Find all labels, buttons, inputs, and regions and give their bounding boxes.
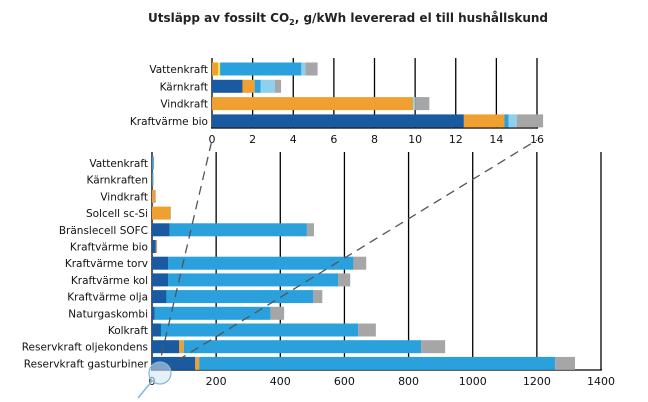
bar-segment-orange — [212, 62, 219, 76]
bar-segment-grid — [555, 356, 576, 370]
bar-segment-fuel-dark — [212, 114, 464, 128]
bar-segment-operation — [199, 356, 556, 370]
x-tick-label: 800 — [398, 375, 419, 388]
x-tick-label: 400 — [270, 375, 291, 388]
bar-segment-grid — [274, 79, 282, 93]
bar-segment-grid — [170, 206, 171, 220]
bar-segment-grid — [358, 323, 376, 337]
bar-segment-fuel-dark — [152, 273, 169, 287]
bar-segment-operation — [504, 114, 509, 128]
bar-segment-grid — [353, 256, 367, 270]
category-label: Kraftvärme bio — [130, 116, 208, 128]
top-zoom-panel: 0 2 4 6 8 10 12 14 16 Vattenkraft Kärnkraft Vindkra… — [130, 58, 544, 146]
bottom-main-panel: 0200400600800100012001400VattenkraftKärn… — [22, 152, 615, 388]
x-tick-label: 1400 — [587, 375, 615, 388]
bar-segment-orange — [195, 356, 200, 370]
bar-segment-operation — [168, 256, 354, 270]
zoom-magnifier-circle — [148, 361, 172, 385]
bar-segment-orange — [152, 206, 171, 220]
zoom-connector-line — [164, 139, 538, 369]
x-tick-label: 1000 — [459, 375, 487, 388]
bar-segment-light-blue — [508, 114, 517, 128]
bar-segment-grid — [155, 189, 156, 203]
bar-segment-fuel-dark — [152, 306, 155, 320]
bar-segment-operation — [183, 340, 422, 354]
bar-segment-light-blue — [260, 79, 275, 93]
x-tick-label: 12 — [449, 133, 463, 146]
bar-segment-operation — [169, 223, 307, 237]
category-label: Vindkraft — [100, 191, 148, 203]
category-label: Vindkraft — [160, 99, 208, 111]
bar-segment-grid — [270, 306, 285, 320]
category-label: Vattenkraft — [149, 64, 208, 76]
bar-segment-operation — [166, 290, 314, 304]
category-label: Kraftvärme kol — [71, 275, 148, 287]
bar-segment-orange — [155, 240, 157, 253]
category-label: Kärnkraft — [160, 81, 208, 93]
bar-segment-operation — [254, 79, 261, 93]
bar-segment-orange — [179, 340, 184, 354]
x-tick-label: 1200 — [523, 375, 551, 388]
bar-segment-grid — [421, 340, 446, 354]
zoom-connector — [137, 139, 538, 399]
x-tick-label: 10 — [408, 133, 422, 146]
x-tick-label: 0 — [209, 133, 216, 146]
bar-segment-fuel-dark — [152, 240, 156, 253]
bar-segment-grid — [306, 223, 314, 237]
bar-segment-operation — [220, 62, 302, 76]
bar-segment-fuel-dark — [212, 79, 243, 93]
category-label: Vattenkraft — [89, 158, 148, 170]
bar-segment-grid — [305, 62, 318, 76]
bar-segment-fuel-dark — [152, 256, 169, 270]
x-tick-label: 16 — [530, 133, 544, 146]
x-tick-label: 14 — [489, 133, 503, 146]
bar-segment-light-blue — [301, 62, 306, 76]
bar-segment-fuel-dark — [152, 223, 170, 237]
x-tick-label: 200 — [206, 375, 227, 388]
bar-segment-light-blue — [413, 97, 416, 111]
bar-segment-orange — [212, 97, 414, 111]
category-label: Naturgaskombi — [68, 308, 148, 320]
zoom-connector-line — [157, 139, 213, 371]
bar-segment-grid — [152, 173, 154, 187]
category-label: Kolkraft — [108, 325, 148, 337]
bar-segment-grid — [156, 240, 158, 253]
category-label: Kraftvärme torv — [65, 258, 148, 270]
category-label: Solcell sc-Si — [86, 208, 148, 220]
bar-segment-operation — [152, 156, 154, 170]
bar-segment-grid — [415, 97, 430, 111]
bar-segment-operation — [168, 273, 339, 287]
x-tick-label: 600 — [334, 375, 355, 388]
category-label: Reservkraft gasturbiner — [24, 358, 149, 370]
bar-segment-fuel-dark — [152, 323, 161, 337]
category-label: Bränslecell SOFC — [59, 225, 148, 237]
bar-segment-orange — [152, 189, 156, 203]
bar-segment-grid — [313, 290, 323, 304]
bar-segment-yellow — [218, 62, 221, 76]
bar-segment-grid — [338, 273, 351, 287]
x-tick-label: 8 — [371, 133, 378, 146]
title-rest: , g/kWh levererad el till hushållskund — [295, 11, 548, 25]
bar-segment-fuel-dark — [152, 290, 167, 304]
bar-segment-orange — [242, 79, 255, 93]
category-label: Reservkraft oljekondens — [22, 342, 148, 354]
bar-segment-grid — [516, 114, 544, 128]
title-main: Utsläpp av fossilt CO — [148, 11, 289, 25]
chart-title: Utsläpp av fossilt CO2, g/kWh levererad … — [148, 11, 548, 27]
bar-segment-operation — [160, 323, 359, 337]
zoom-magnifier-handle — [137, 380, 153, 399]
x-tick-label: 4 — [290, 133, 297, 146]
bar-segment-operation — [152, 173, 153, 187]
x-tick-label: 2 — [249, 133, 256, 146]
bar-segment-grid — [153, 156, 155, 170]
x-tick-label: 6 — [330, 133, 337, 146]
bar-segment-operation — [154, 306, 271, 320]
bar-segment-fuel-dark — [152, 340, 180, 354]
category-label: Kraftvärme bio — [70, 242, 148, 254]
category-label: Kärnkraften — [87, 175, 149, 187]
category-label: Kraftvärme olja — [67, 292, 148, 304]
bar-segment-orange — [463, 114, 505, 128]
title-subscript: 2 — [289, 18, 295, 27]
